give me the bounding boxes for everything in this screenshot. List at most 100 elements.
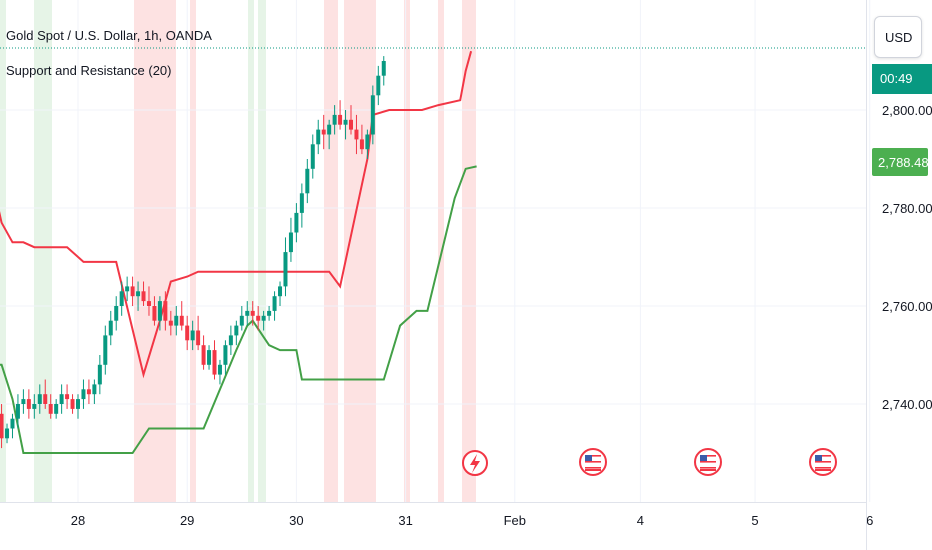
- time-tick-label: 4: [637, 513, 644, 528]
- candle-body: [343, 119, 348, 125]
- candle-body: [21, 399, 26, 404]
- candle-body: [228, 335, 233, 346]
- candle-body: [103, 335, 108, 365]
- us-flag-icon-detail: [585, 458, 601, 460]
- candle-body: [125, 286, 130, 292]
- session-band: [258, 0, 266, 502]
- us-flag-icon-detail: [585, 467, 601, 469]
- candle-body: [212, 350, 217, 375]
- candle-body: [59, 394, 64, 404]
- us-flag-icon-detail: [700, 455, 707, 461]
- time-tick-label: 5: [751, 513, 758, 528]
- candle-body: [179, 315, 184, 326]
- candle-body: [305, 168, 310, 194]
- candle-body: [294, 212, 299, 233]
- session-band: [462, 0, 476, 502]
- candle-body: [86, 389, 91, 395]
- candle-body: [163, 301, 168, 321]
- current-price-badge: [872, 64, 932, 94]
- lightning-icon-glyph: [470, 454, 480, 473]
- session-band: [324, 0, 338, 502]
- us-flag-icon-detail: [585, 461, 601, 463]
- candle-body: [81, 389, 86, 400]
- candle-body: [370, 95, 375, 135]
- candle-body: [354, 129, 359, 140]
- price-tick-label: 2,800.000: [882, 103, 932, 118]
- candle-body: [376, 75, 381, 96]
- candle-body: [190, 330, 195, 341]
- candle-body: [43, 394, 48, 404]
- session-band: [0, 0, 6, 502]
- session-band: [190, 0, 196, 502]
- candle-body: [234, 325, 239, 336]
- candle-body: [146, 301, 151, 306]
- candle-body: [108, 320, 113, 336]
- currency-button[interactable]: USD: [874, 16, 922, 58]
- candle-body: [288, 232, 293, 253]
- us-flag-icon-detail: [585, 469, 601, 471]
- candle-body: [239, 315, 244, 326]
- us-flag-icon-detail: [700, 455, 716, 457]
- candle-body: [223, 345, 228, 365]
- us-flag-icon-detail: [700, 461, 716, 463]
- candle-body: [201, 345, 206, 365]
- candle-body: [26, 399, 31, 409]
- candle-body: [332, 114, 337, 125]
- candle-body: [299, 193, 304, 213]
- candle-body: [70, 399, 75, 409]
- us-flag-icon-detail: [700, 469, 716, 471]
- candle-body: [65, 394, 70, 400]
- countdown-label: 00:49: [880, 71, 913, 86]
- candle-body: [48, 404, 53, 414]
- candle-body: [54, 404, 59, 414]
- candle-body: [365, 134, 370, 150]
- time-tick-label: 6: [866, 513, 873, 528]
- us-flag-icon-detail: [815, 458, 831, 460]
- session-band: [34, 0, 52, 502]
- us-flag-icon-detail: [700, 464, 716, 466]
- support-price-badge: [872, 148, 928, 176]
- candle-body: [185, 325, 190, 341]
- time-tick-label: 28: [71, 513, 85, 528]
- candle-body: [283, 252, 288, 287]
- candle-body: [278, 286, 283, 297]
- us-flag-icon-detail: [815, 464, 831, 466]
- session-band: [134, 0, 176, 502]
- candle-body: [327, 124, 332, 135]
- candle-body: [338, 114, 343, 125]
- session-band: [344, 0, 376, 502]
- price-tick-label: 2,740.000: [882, 397, 932, 412]
- candle-body: [359, 139, 364, 150]
- candle-body: [321, 129, 326, 135]
- candle-body: [15, 404, 20, 419]
- candle-body: [5, 428, 10, 439]
- candle-body: [245, 310, 250, 316]
- candle-body: [261, 315, 266, 321]
- session-band: [248, 0, 254, 502]
- candle-body: [119, 291, 124, 306]
- us-flag-icon-detail: [700, 467, 716, 469]
- candle-body: [130, 286, 135, 297]
- us-flag-icon-detail: [815, 455, 822, 461]
- us-flag-icon-detail: [700, 458, 716, 460]
- time-tick-label: 31: [398, 513, 412, 528]
- candle-body: [217, 364, 222, 375]
- candle-body: [32, 404, 37, 409]
- candle-body: [272, 296, 277, 311]
- candle-body: [168, 320, 173, 326]
- candle-body: [310, 144, 315, 169]
- candle-body: [37, 394, 42, 404]
- us-flag-icon-detail: [585, 455, 592, 461]
- us-flag-icon-detail: [815, 469, 831, 471]
- candle-body: [97, 364, 102, 385]
- candle-body: [141, 291, 146, 302]
- indicator-label[interactable]: Support and Resistance (20): [6, 63, 172, 78]
- time-axis-separator: [0, 502, 866, 503]
- candle-body: [256, 315, 261, 321]
- us-flag-icon-detail: [585, 464, 601, 466]
- candle-body: [174, 315, 179, 326]
- us-flag-icon-detail: [815, 467, 831, 469]
- price-tick-label: 2,760.000: [882, 299, 932, 314]
- candle-body: [349, 119, 353, 130]
